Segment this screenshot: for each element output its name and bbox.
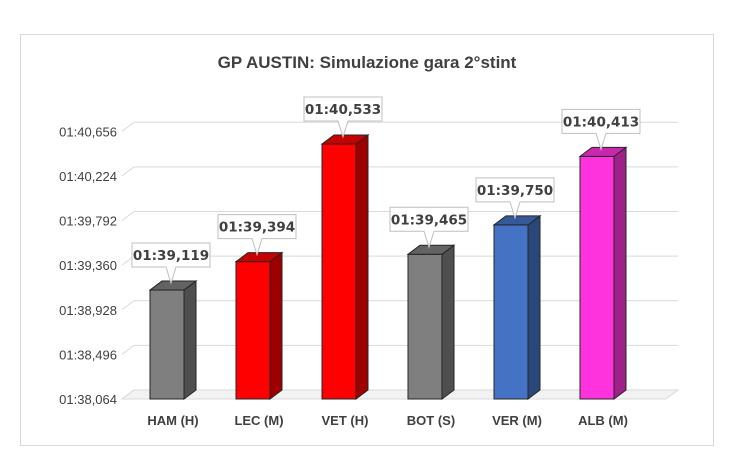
bar-top (320, 134, 370, 145)
bar (492, 214, 542, 400)
x-category-label: ALB (M) (578, 413, 628, 428)
data-label-callout (217, 214, 297, 257)
bar-front (321, 143, 357, 400)
bar (406, 244, 456, 400)
bar-top (234, 252, 284, 263)
x-axis-categories: HAM (H) LEC (M) VET (H) BOT (S) VER (M) ALB (… (147, 413, 628, 428)
data-label: 01:39,119 (131, 242, 211, 285)
data-label-callout (389, 206, 469, 249)
x-category-label: VET (H) (322, 413, 369, 428)
y-tick-label: 01:39,792 (59, 214, 117, 229)
data-label-text: 01:39,750 (477, 183, 553, 199)
bar-side (269, 251, 283, 400)
y-tick-label: 01:38,496 (59, 347, 117, 362)
data-label: 01:40,413 (561, 108, 641, 152)
bar-side (613, 146, 627, 400)
bar (234, 251, 284, 400)
bars (148, 134, 628, 400)
bar-side (441, 244, 455, 400)
data-label-text: 01:39,119 (133, 248, 209, 264)
data-label-text: 01:39,465 (391, 212, 467, 228)
data-label-callout (131, 242, 211, 285)
bar-front (235, 261, 271, 400)
bar-side (527, 214, 541, 400)
data-label-text: 01:40,413 (563, 114, 639, 130)
data-label-callout (303, 96, 383, 139)
data-label-callout (561, 108, 641, 152)
data-label: 01:40,533 (303, 96, 383, 139)
bar-front (407, 253, 443, 400)
y-tick-label: 01:40,656 (59, 124, 117, 139)
y-tick-label: 01:38,928 (59, 303, 117, 318)
data-label: 01:39,465 (389, 206, 469, 249)
bar (578, 146, 628, 400)
data-label-text: 01:39,394 (219, 220, 295, 236)
x-category-label: LEC (M) (234, 413, 283, 428)
bar (148, 280, 198, 400)
x-category-label: VER (M) (492, 413, 542, 428)
y-tick-label: 01:38,064 (59, 392, 117, 407)
chart-title: GP AUSTIN: Simulazione gara 2°stint (218, 53, 517, 72)
bar-top (406, 244, 456, 255)
gridline-side (121, 300, 135, 311)
x-category-label: BOT (S) (407, 413, 455, 428)
gridline-side (121, 344, 135, 355)
gridline-side (121, 211, 135, 221)
y-tick-label: 01:40,224 (59, 169, 117, 184)
data-label: 01:39,750 (475, 177, 555, 220)
data-label-callout (475, 177, 555, 220)
bar (320, 134, 370, 400)
data-label: 01:39,394 (217, 214, 297, 257)
bar-front (493, 224, 529, 400)
data-label-text: 01:40,533 (305, 102, 381, 118)
gridline-side (121, 166, 135, 177)
bar-front (579, 155, 615, 400)
x-category-label: HAM (H) (147, 413, 198, 428)
data-labels: 01:39,119 01:39,394 01:40,533 01:39,465 01:3… (131, 96, 641, 285)
bar-top (492, 215, 542, 226)
y-tick-label: 01:39,360 (59, 258, 117, 273)
bar-side (355, 134, 369, 400)
y-axis: 01:38,064 01:38,496 01:38,928 01:39,360 01:3… (59, 124, 117, 407)
gridline-side (121, 121, 135, 132)
bar-top (148, 280, 198, 291)
bar-front (149, 289, 185, 400)
bar-side (183, 280, 197, 400)
bar-top (578, 146, 628, 157)
